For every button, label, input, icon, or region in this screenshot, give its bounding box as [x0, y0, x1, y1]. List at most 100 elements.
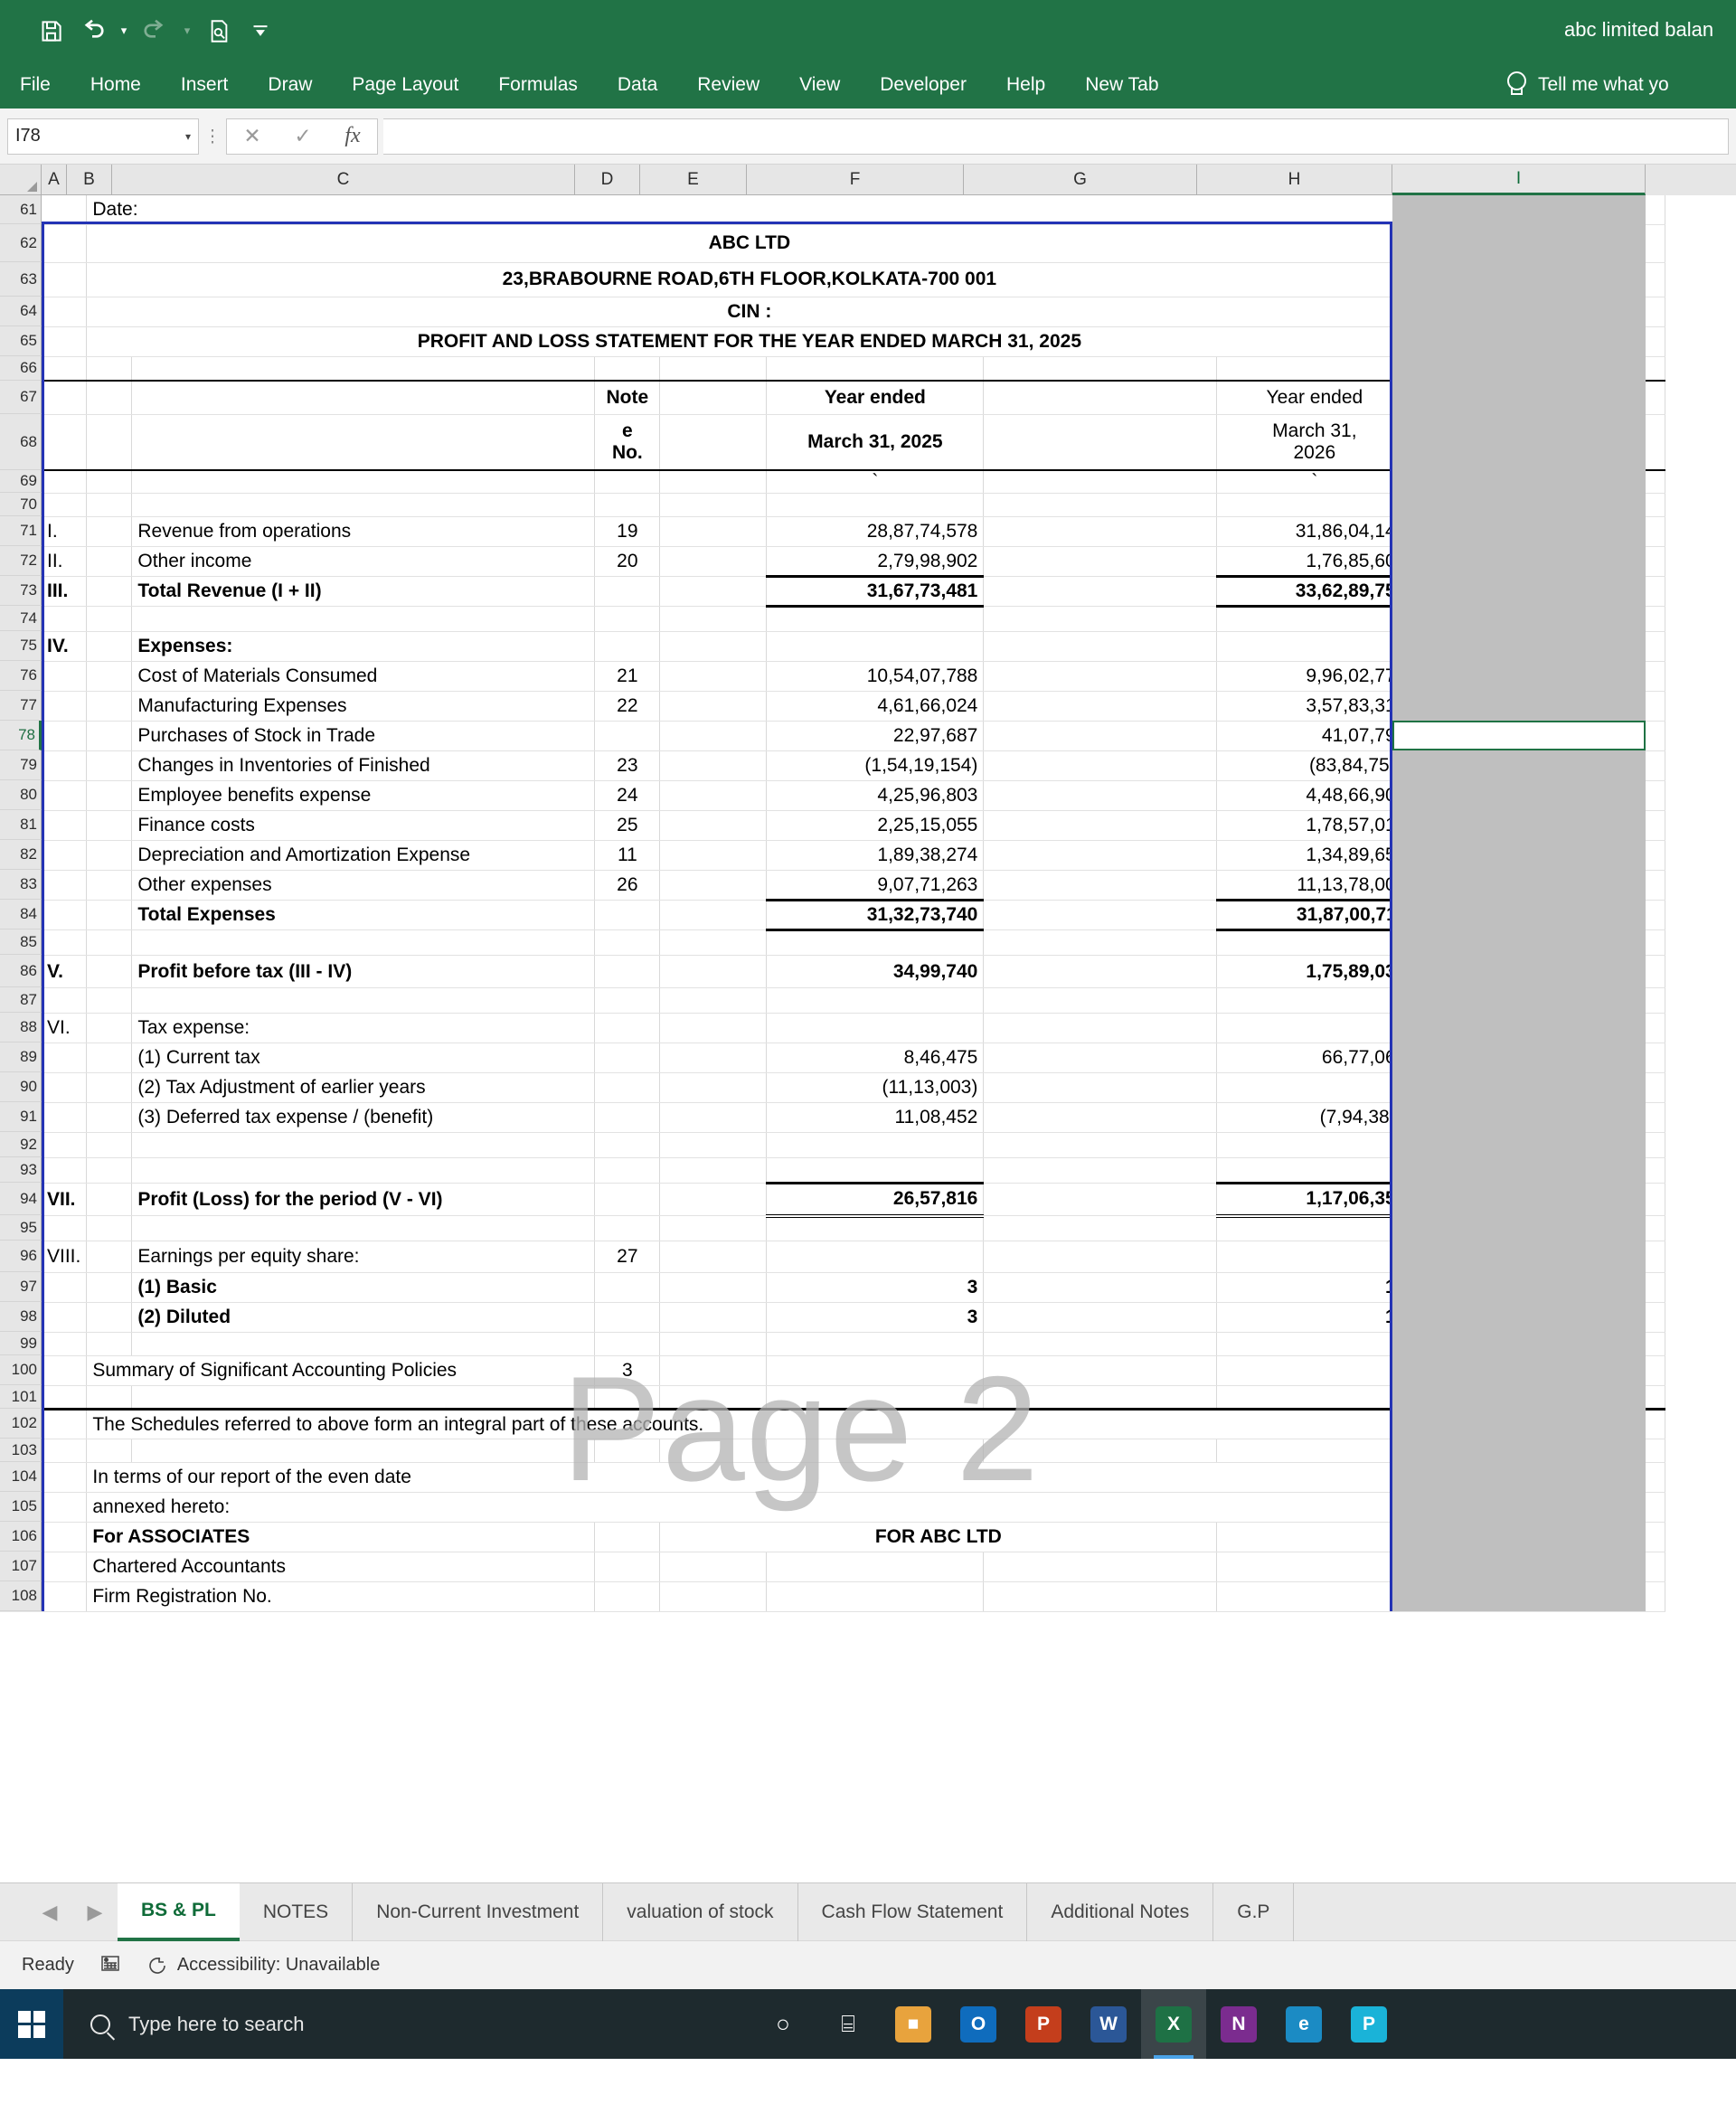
- cell-B100[interactable]: Summary of Significant Accounting Polici…: [86, 1355, 596, 1386]
- cell-A93[interactable]: [42, 1157, 88, 1184]
- redo-dropdown-icon[interactable]: ▾: [184, 24, 191, 37]
- cell-E70[interactable]: [659, 493, 768, 517]
- cell-H101[interactable]: [1216, 1385, 1413, 1411]
- cell-A95[interactable]: [42, 1215, 88, 1241]
- cell-E86[interactable]: [659, 955, 768, 988]
- column-header-g[interactable]: G: [964, 165, 1197, 195]
- save-icon[interactable]: [31, 11, 71, 51]
- cell-H84[interactable]: 31,87,00,711: [1216, 900, 1413, 931]
- cell-C71[interactable]: Revenue from operations: [131, 516, 596, 547]
- cell-H97[interactable]: 12: [1216, 1272, 1413, 1303]
- row-header-76[interactable]: 76: [0, 661, 42, 691]
- cell-A99[interactable]: [42, 1332, 88, 1356]
- cell-A86[interactable]: V.: [42, 955, 88, 988]
- cell-B107[interactable]: Chartered Accountants: [86, 1552, 596, 1582]
- cell-I104[interactable]: [1411, 1462, 1666, 1493]
- cell-A78[interactable]: [42, 721, 88, 751]
- row-header-62[interactable]: 62: [0, 224, 42, 262]
- cell-F79[interactable]: (1,54,19,154): [766, 750, 985, 781]
- cell-E75[interactable]: [659, 631, 768, 662]
- cell-B89[interactable]: [86, 1043, 133, 1073]
- cell-E108[interactable]: [659, 1581, 768, 1612]
- cell-F73[interactable]: 31,67,73,481: [766, 576, 985, 608]
- file-explorer-icon[interactable]: ■: [881, 1989, 946, 2059]
- cell-F74[interactable]: [766, 606, 985, 632]
- cell-A68[interactable]: [42, 414, 88, 471]
- sheet-tab-notes[interactable]: NOTES: [240, 1882, 354, 1941]
- row-header-94[interactable]: 94: [0, 1183, 42, 1215]
- cell-E72[interactable]: [659, 546, 768, 577]
- cell-E79[interactable]: [659, 750, 768, 781]
- cell-I87[interactable]: [1411, 987, 1666, 1014]
- cell-I69[interactable]: [1411, 469, 1666, 494]
- row-header-93[interactable]: 93: [0, 1157, 42, 1183]
- cell-B75[interactable]: [86, 631, 133, 662]
- cell-A72[interactable]: II.: [42, 546, 88, 577]
- cell-A92[interactable]: [42, 1132, 88, 1158]
- cell-F90[interactable]: (11,13,003): [766, 1072, 985, 1103]
- cell-I71[interactable]: [1411, 516, 1666, 547]
- cell-A80[interactable]: [42, 780, 88, 811]
- cell-I62[interactable]: [1411, 224, 1666, 263]
- cell-A102[interactable]: [42, 1409, 88, 1439]
- cell-I97[interactable]: [1411, 1272, 1666, 1303]
- cell-F69[interactable]: `: [766, 469, 985, 494]
- cell-D99[interactable]: [594, 1332, 661, 1356]
- cell-I105[interactable]: [1411, 1492, 1666, 1523]
- cell-I100[interactable]: [1411, 1355, 1666, 1386]
- cell-D86[interactable]: [594, 955, 661, 988]
- cell-E81[interactable]: [659, 810, 768, 841]
- cell-B74[interactable]: [86, 606, 133, 632]
- cell-G81[interactable]: [983, 810, 1218, 841]
- row-header-86[interactable]: 86: [0, 955, 42, 987]
- cell-B91[interactable]: [86, 1102, 133, 1133]
- cell-G78[interactable]: [983, 721, 1218, 751]
- cell-E78[interactable]: [659, 721, 768, 751]
- chevron-down-icon[interactable]: ▾: [184, 129, 191, 143]
- cell-B108[interactable]: Firm Registration No.: [86, 1581, 596, 1612]
- ribbon-tab-file[interactable]: File: [20, 74, 51, 95]
- row-header-88[interactable]: 88: [0, 1013, 42, 1043]
- cell-I89[interactable]: [1411, 1043, 1666, 1073]
- cell-D66[interactable]: [594, 356, 661, 382]
- edge-icon[interactable]: e: [1271, 1989, 1336, 2059]
- cell-I108[interactable]: [1411, 1581, 1666, 1612]
- cell-B104[interactable]: In terms of our report of the even date: [86, 1462, 1413, 1493]
- cell-A63[interactable]: [42, 262, 88, 297]
- row-header-70[interactable]: 70: [0, 493, 42, 516]
- cell-I98[interactable]: [1411, 1302, 1666, 1333]
- row-header-61[interactable]: 61: [0, 195, 42, 224]
- cell-H86[interactable]: 1,75,89,039: [1216, 955, 1413, 988]
- cell-H87[interactable]: [1216, 987, 1413, 1014]
- cell-H90[interactable]: -: [1216, 1072, 1413, 1103]
- cell-I103[interactable]: [1411, 1439, 1666, 1463]
- cell-E93[interactable]: [659, 1157, 768, 1184]
- cell-D89[interactable]: [594, 1043, 661, 1073]
- cell-D101[interactable]: [594, 1385, 661, 1411]
- cell-C75[interactable]: Expenses:: [131, 631, 596, 662]
- cell-C88[interactable]: Tax expense:: [131, 1013, 596, 1043]
- cell-I66[interactable]: [1411, 356, 1666, 382]
- row-header-67[interactable]: 67: [0, 381, 42, 414]
- cell-G70[interactable]: [983, 493, 1218, 517]
- cell-I83[interactable]: [1411, 870, 1666, 901]
- cell-I74[interactable]: [1411, 606, 1666, 632]
- row-header-98[interactable]: 98: [0, 1302, 42, 1332]
- cell-B94[interactable]: [86, 1183, 133, 1216]
- row-header-85[interactable]: 85: [0, 929, 42, 955]
- cell-G76[interactable]: [983, 661, 1218, 692]
- row-header-108[interactable]: 108: [0, 1581, 42, 1611]
- cell-A79[interactable]: [42, 750, 88, 781]
- cell-F98[interactable]: 3: [766, 1302, 985, 1333]
- cell-H98[interactable]: 12: [1216, 1302, 1413, 1333]
- cell-E96[interactable]: [659, 1241, 768, 1273]
- cell-A62[interactable]: [42, 224, 88, 263]
- cell-F70[interactable]: [766, 493, 985, 517]
- cell-A75[interactable]: IV.: [42, 631, 88, 662]
- row-header-63[interactable]: 63: [0, 262, 42, 297]
- cell-F86[interactable]: 34,99,740: [766, 955, 985, 988]
- cell-H88[interactable]: [1216, 1013, 1413, 1043]
- cell-H74[interactable]: [1216, 606, 1413, 632]
- cell-I75[interactable]: [1411, 631, 1666, 662]
- cell-B98[interactable]: [86, 1302, 133, 1333]
